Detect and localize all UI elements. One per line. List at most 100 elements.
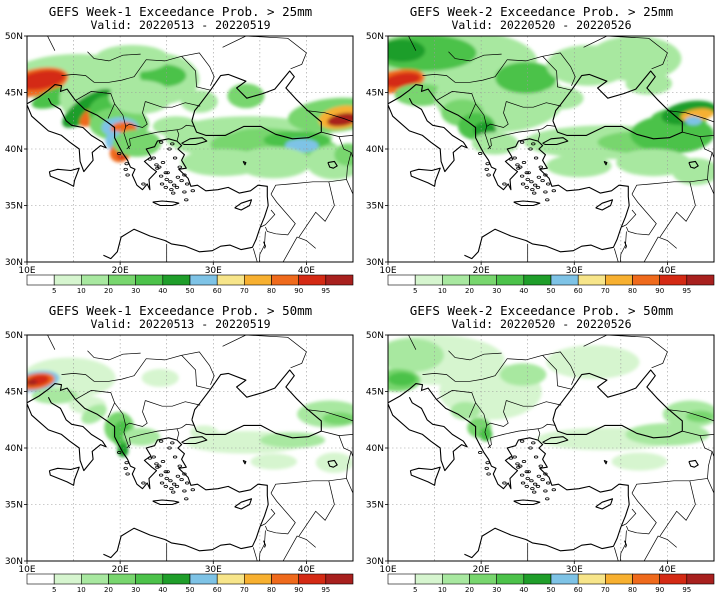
colorbar-swatch [577, 274, 606, 286]
coastline [595, 498, 614, 510]
country-border [298, 480, 335, 537]
country-border [486, 101, 509, 128]
probability-area [306, 145, 353, 180]
colorbar-swatch [108, 274, 137, 286]
coastline [513, 499, 541, 506]
island [536, 474, 542, 478]
country-border [490, 129, 541, 142]
country-border [486, 400, 509, 427]
colorbar-swatch [162, 573, 191, 585]
country-border [258, 530, 266, 561]
colorbar-swatch [135, 274, 164, 286]
island [155, 166, 160, 170]
colorbar-swatch [387, 274, 416, 286]
colorbar-label: 80 [628, 586, 637, 594]
colorbar-label: 70 [240, 586, 249, 594]
probability-area [285, 138, 319, 153]
country-border [222, 36, 307, 70]
island [532, 482, 538, 486]
colorbar-label: 40 [519, 586, 528, 594]
country-border [487, 138, 492, 150]
coastline [388, 383, 630, 559]
country-border [338, 434, 353, 436]
lon-label: 40E [298, 266, 315, 276]
lat-label: 40N [366, 145, 384, 155]
island [508, 456, 514, 460]
island [535, 484, 541, 488]
coastline [624, 540, 627, 548]
island [540, 179, 545, 183]
colorbar-swatch [244, 573, 272, 585]
country-border [222, 335, 307, 369]
coastline [234, 498, 253, 510]
island [165, 171, 170, 175]
colorbar-label: 95 [321, 287, 330, 295]
country-border [87, 350, 141, 361]
colorbar-label: 80 [628, 287, 637, 295]
island [151, 156, 156, 160]
island [185, 481, 190, 485]
country-border [408, 335, 433, 350]
island [551, 189, 556, 193]
country-border [338, 135, 353, 137]
colorbar-swatch [325, 573, 354, 585]
colorbar-label: 60 [213, 586, 222, 594]
island [123, 466, 128, 470]
coastline [388, 84, 630, 260]
panel-valid-dates: Valid: 20220513 - 20220519 [90, 317, 271, 331]
island [124, 162, 129, 166]
country-border [260, 209, 276, 228]
island [171, 490, 176, 494]
coastline [388, 97, 468, 173]
island [543, 489, 548, 493]
island [533, 156, 539, 160]
coastline [688, 160, 699, 169]
coastline [595, 199, 614, 211]
country-border [282, 236, 316, 262]
coastline [27, 84, 269, 260]
probability-area [546, 154, 612, 178]
lat-label: 35N [5, 501, 23, 511]
probability-area [27, 70, 65, 90]
colorbar-label: 30 [131, 586, 140, 594]
country-border [506, 400, 562, 407]
probability-area [394, 83, 447, 107]
probability-area [450, 401, 481, 420]
lat-label: 30N [366, 557, 384, 567]
country-border [75, 390, 115, 418]
island [177, 165, 182, 169]
island [508, 157, 514, 161]
country-border [114, 402, 130, 449]
country-border [542, 52, 576, 86]
coastline [713, 119, 714, 121]
country-border [699, 434, 714, 436]
colorbar-swatch [496, 573, 525, 585]
lat-label: 35N [366, 501, 384, 511]
country-border [619, 231, 627, 262]
country-border [613, 248, 619, 262]
coastline [409, 167, 441, 187]
island [154, 163, 159, 167]
lat-label: 45N [5, 388, 23, 398]
colorbar-swatch [135, 573, 164, 585]
country-border [306, 409, 353, 422]
island [524, 171, 529, 175]
island [117, 152, 122, 156]
country-border [542, 351, 576, 385]
colorbar-label: 5 [52, 586, 56, 594]
colorbar-swatch [659, 573, 688, 585]
probability-area [236, 146, 312, 179]
colorbar-label: 40 [158, 586, 167, 594]
basemap [388, 335, 714, 561]
country-border [129, 129, 180, 142]
colorbar-label: 90 [294, 287, 303, 295]
country-border [265, 193, 296, 236]
colorbar-label: 70 [240, 287, 249, 295]
panel-week1-25mm: GEFS Week-1 Exceedance Prob. > 25mm Vali… [0, 0, 361, 299]
probability-area [327, 112, 353, 127]
coastline [27, 383, 269, 559]
colorbar-swatch [605, 274, 633, 286]
island [478, 451, 483, 455]
probability-area [190, 425, 218, 439]
